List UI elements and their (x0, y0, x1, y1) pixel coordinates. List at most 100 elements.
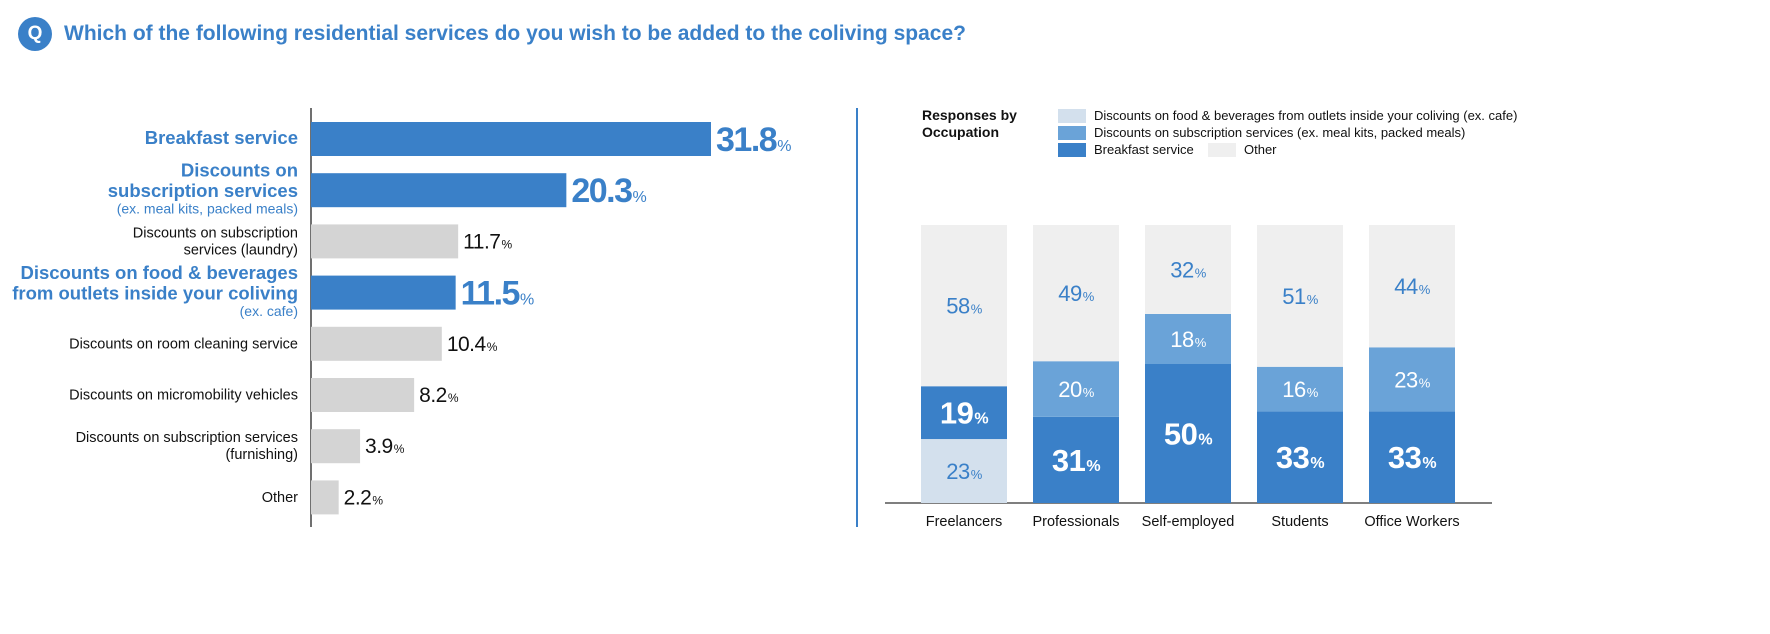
value-number: 44 (1394, 274, 1418, 299)
stacked-segment (1033, 416, 1119, 503)
legend-item: Breakfast service (1058, 142, 1194, 157)
value-label: 11.5% (461, 275, 535, 313)
segment-value-label: 19% (940, 396, 988, 431)
stacked-segment (1257, 225, 1343, 367)
value-number: 3.9 (365, 435, 393, 458)
legend-label: Discounts on subscription services (ex. … (1094, 125, 1466, 140)
segment-value-label: 33% (1388, 440, 1436, 475)
value-unit: % (1086, 458, 1100, 475)
value-number: 31.8 (716, 121, 777, 159)
value-number: 8.2 (419, 384, 447, 407)
legend-swatch (1058, 125, 1086, 140)
value-unit: % (1419, 375, 1431, 390)
question-badge: Q (18, 17, 52, 51)
value-number: 58 (946, 294, 970, 319)
value-unit: % (1195, 265, 1207, 280)
legend-title: Responses by Occupation (922, 107, 1017, 141)
category-label: Discounts on room cleaning service (69, 336, 298, 352)
bar (311, 429, 361, 464)
legend-title-line: Occupation (922, 124, 1000, 140)
value-number: 20 (1058, 377, 1082, 402)
value-number: 23 (1394, 367, 1418, 392)
category-label: Discounts on subscription (133, 225, 298, 241)
x-tick-label: Students (1271, 514, 1328, 530)
category-label: Discounts on food & beverages (20, 262, 298, 283)
value-unit: % (1198, 432, 1212, 449)
legend-swatch (1058, 142, 1086, 157)
stacked-segment (1369, 225, 1455, 348)
legend-swatch (1058, 108, 1086, 123)
stacked-segment (1145, 225, 1231, 314)
value-number: 33 (1276, 440, 1310, 475)
stacked-segment (1145, 313, 1231, 364)
stacked-segment (1369, 411, 1455, 503)
segment-value-label: 51% (1282, 284, 1318, 309)
value-number: 18 (1170, 327, 1194, 352)
category-label: Discounts on (181, 160, 298, 181)
legend-title-line: Responses by (922, 107, 1017, 123)
legend-item: Other (1208, 142, 1277, 157)
horizontal-bar-chart: 31.8% Breakfast service 20.3% Discounts on s… (12, 108, 791, 527)
value-number: 33 (1388, 440, 1422, 475)
category-label: (furnishing) (225, 447, 298, 463)
value-unit: % (1083, 289, 1095, 304)
value-number: 31 (1052, 443, 1086, 478)
value-number: 23 (946, 459, 970, 484)
stacked-segment (921, 225, 1007, 387)
segment-value-label: 32% (1170, 257, 1206, 282)
value-label: 10.4% (447, 333, 498, 356)
value-number: 32 (1170, 257, 1194, 282)
segment-value-label: 58% (946, 294, 982, 319)
segment-value-label: 44% (1394, 274, 1430, 299)
segment-value-label: 31% (1052, 443, 1100, 478)
legend-label: Breakfast service (1094, 142, 1194, 157)
value-label: 8.2% (419, 384, 459, 407)
value-unit: % (974, 411, 988, 428)
value-unit: % (448, 391, 459, 405)
value-label: 31.8% (716, 121, 791, 159)
bar (311, 122, 711, 156)
value-unit: % (1310, 455, 1324, 472)
bar (311, 378, 415, 412)
value-number: 16 (1282, 377, 1306, 402)
x-tick-label: Self-employed (1142, 514, 1235, 530)
value-unit: % (1307, 385, 1319, 400)
segment-value-label: 16% (1282, 377, 1318, 402)
stacked-segment (921, 386, 1007, 440)
category-label: from outlets inside your coliving (12, 283, 298, 304)
bar (311, 326, 442, 361)
segment-value-label: 49% (1058, 281, 1094, 306)
category-sublabel: (ex. meal kits, packed meals) (117, 201, 298, 217)
value-number: 49 (1058, 281, 1082, 306)
value-number: 20.3 (571, 172, 632, 210)
category-label: services (laundry) (184, 242, 298, 258)
segment-value-label: 23% (1394, 367, 1430, 392)
legend-item: Discounts on subscription services (ex. … (1058, 125, 1465, 140)
value-unit: % (394, 442, 405, 456)
stacked-segment (1369, 347, 1455, 412)
value-number: 19 (940, 396, 974, 431)
bar (311, 224, 459, 259)
category-label: Breakfast service (145, 127, 298, 148)
value-number: 2.2 (344, 486, 372, 509)
value-label: 11.7% (463, 230, 512, 253)
bar (311, 275, 456, 310)
value-unit: % (520, 292, 534, 309)
page-title: Which of the following residential servi… (64, 22, 966, 45)
value-number: 11.7 (463, 230, 500, 253)
chart-divider (856, 108, 858, 527)
value-number: 50 (1164, 417, 1197, 452)
category-label: Discounts on micromobility vehicles (69, 388, 298, 404)
value-unit: % (1195, 335, 1207, 350)
value-unit: % (487, 340, 498, 354)
value-unit: % (1419, 282, 1431, 297)
value-unit: % (971, 302, 983, 317)
value-unit: % (633, 189, 647, 206)
stacked-segment (1257, 366, 1343, 412)
value-unit: % (1422, 455, 1436, 472)
stacked-segment (1257, 411, 1343, 503)
value-unit: % (777, 138, 791, 155)
stacked-segment (921, 439, 1007, 503)
value-unit: % (1083, 385, 1095, 400)
category-label: Other (262, 490, 298, 506)
